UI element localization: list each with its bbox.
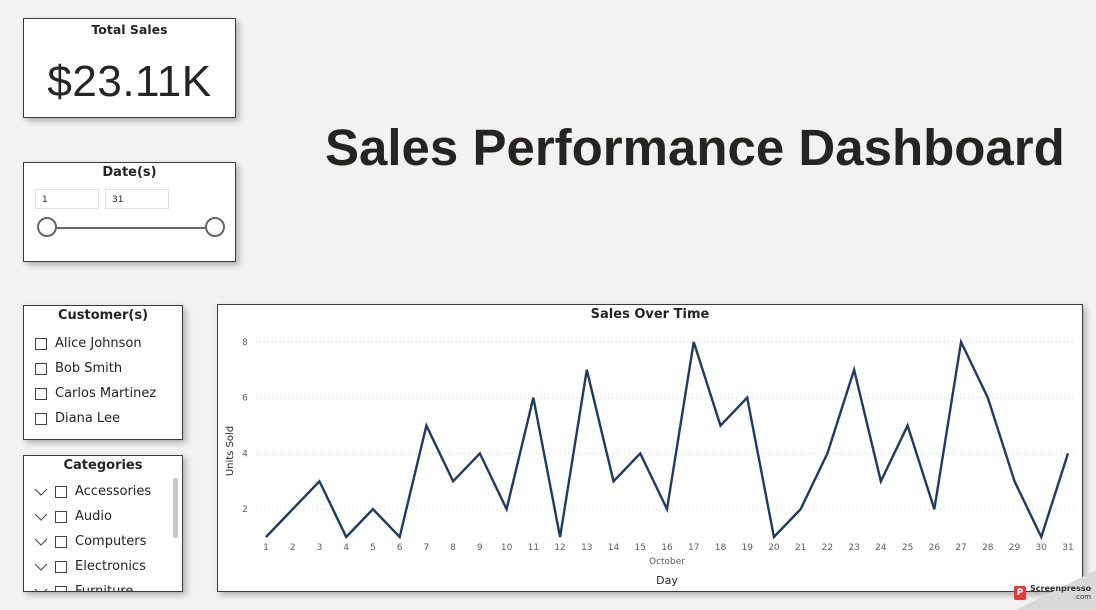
- x-tick-label: 1: [263, 543, 269, 553]
- date-end-input[interactable]: 31: [105, 189, 169, 209]
- categories-slicer: Categories Accessories Audio Computers E…: [23, 455, 183, 592]
- x-tick-label: 13: [581, 543, 592, 553]
- customer-label: Bob Smith: [55, 361, 123, 376]
- total-sales-title: Total Sales: [91, 22, 168, 37]
- page-curl: [1016, 570, 1096, 610]
- checkbox[interactable]: [55, 585, 67, 591]
- category-item[interactable]: Accessories: [34, 479, 151, 504]
- watermark-sub: .com: [1073, 593, 1092, 601]
- category-label: Accessories: [75, 484, 152, 499]
- watermark-text: Screenpresso: [1030, 584, 1092, 593]
- x-tick-label: 4: [343, 543, 349, 553]
- checkbox[interactable]: [35, 362, 47, 375]
- x-tick-label: 25: [902, 543, 913, 553]
- total-sales-card: Total Sales $23.11K: [23, 18, 236, 118]
- customer-item[interactable]: Diana Lee: [35, 406, 156, 431]
- screenpresso-watermark: P Screenpresso .com: [1014, 585, 1091, 601]
- x-tick-label: 11: [528, 543, 539, 553]
- category-label: Electronics: [75, 559, 146, 574]
- chevron-down-icon[interactable]: [34, 563, 48, 571]
- x-tick-label: 16: [661, 543, 673, 553]
- y-tick-label: 4: [242, 449, 248, 459]
- x-tick-label: 3: [317, 543, 323, 553]
- date-start-input[interactable]: 1: [35, 189, 99, 209]
- x-tick-label: 29: [1009, 543, 1021, 553]
- sales-over-time-chart: Sales Over Time 2 4 6 8 1 2 3 4 5 6 7 8 9 10 11 12 13 14 1…: [217, 304, 1083, 592]
- chevron-down-icon[interactable]: [34, 588, 48, 593]
- y-tick-label: 8: [242, 338, 248, 348]
- chevron-down-icon[interactable]: [34, 513, 48, 521]
- x-tick-label: 26: [929, 543, 941, 553]
- y-axis-label: Units Sold: [225, 426, 236, 476]
- category-label: Audio: [75, 509, 112, 524]
- x-tick-label: 8: [450, 543, 456, 553]
- x-tick-label: 15: [635, 543, 646, 553]
- customer-slicer: Customer(s) Alice Johnson Bob Smith Carl…: [23, 305, 183, 440]
- chart-title: Sales Over Time: [590, 307, 710, 322]
- dashboard-title: Sales Performance Dashboard: [325, 119, 1065, 176]
- x-tick-label: 7: [424, 543, 430, 553]
- category-label: Computers: [75, 534, 147, 549]
- x-tick-label: 24: [875, 543, 887, 553]
- x-tick-label: 18: [715, 543, 727, 553]
- screenpresso-logo-icon: P: [1014, 586, 1026, 600]
- categories-slicer-title: Categories: [63, 458, 143, 473]
- x-tick-label: 5: [370, 543, 376, 553]
- customer-label: Diana Lee: [55, 411, 120, 426]
- x-tick-label: 19: [741, 543, 753, 553]
- customer-item[interactable]: Bob Smith: [35, 356, 156, 381]
- date-slicer[interactable]: Date(s) 1 31: [23, 162, 236, 262]
- x-tick-label: 22: [822, 543, 833, 553]
- customer-item[interactable]: Alice Johnson: [35, 331, 156, 356]
- x-tick-label: 27: [955, 543, 966, 553]
- y-tick-label: 2: [242, 505, 248, 515]
- customer-list: Alice Johnson Bob Smith Carlos Martinez …: [35, 331, 156, 431]
- chevron-down-icon[interactable]: [34, 488, 48, 496]
- x-tick-label: 28: [982, 543, 994, 553]
- date-slider-track[interactable]: [48, 227, 216, 229]
- date-slider-start-handle[interactable]: [37, 217, 57, 237]
- total-sales-value: $23.11K: [47, 57, 212, 106]
- categories-list: Accessories Audio Computers Electronics …: [34, 479, 151, 593]
- customer-label: Carlos Martinez: [55, 386, 157, 401]
- customer-slicer-title: Customer(s): [57, 308, 149, 323]
- checkbox[interactable]: [35, 337, 47, 350]
- date-slicer-title: Date(s): [102, 165, 157, 180]
- x-group-label: October: [649, 557, 685, 567]
- x-tick-label: 17: [688, 543, 699, 553]
- x-tick-label: 14: [608, 543, 620, 553]
- x-tick-label: 30: [1036, 543, 1048, 553]
- x-tick-label: 6: [397, 543, 403, 553]
- checkbox[interactable]: [55, 560, 67, 573]
- x-tick-label: 21: [795, 543, 806, 553]
- customer-item[interactable]: Carlos Martinez: [35, 381, 156, 406]
- x-tick-label: 9: [477, 543, 483, 553]
- checkbox[interactable]: [55, 485, 67, 498]
- date-slider-end-handle[interactable]: [205, 217, 225, 237]
- x-tick-label: 20: [768, 543, 780, 553]
- y-tick-label: 6: [242, 394, 248, 404]
- chevron-down-icon[interactable]: [34, 538, 48, 546]
- category-item[interactable]: Audio: [34, 504, 151, 529]
- series-line: [265, 337, 1070, 541]
- x-tick-label: 23: [848, 543, 859, 553]
- category-item[interactable]: Electronics: [34, 554, 151, 579]
- category-item[interactable]: Furniture: [34, 579, 151, 593]
- checkbox[interactable]: [55, 535, 67, 548]
- category-item[interactable]: Computers: [34, 529, 151, 554]
- x-tick-label: 31: [1062, 543, 1073, 553]
- category-label: Furniture: [75, 584, 134, 592]
- checkbox[interactable]: [35, 412, 47, 425]
- x-axis-label: Day: [656, 574, 678, 587]
- categories-scrollbar[interactable]: [173, 478, 178, 538]
- checkbox[interactable]: [55, 510, 67, 523]
- customer-label: Alice Johnson: [55, 336, 142, 351]
- x-tick-label: 2: [290, 543, 296, 553]
- checkbox[interactable]: [35, 387, 47, 400]
- x-tick-label: 10: [501, 543, 513, 553]
- x-tick-label: 12: [554, 543, 565, 553]
